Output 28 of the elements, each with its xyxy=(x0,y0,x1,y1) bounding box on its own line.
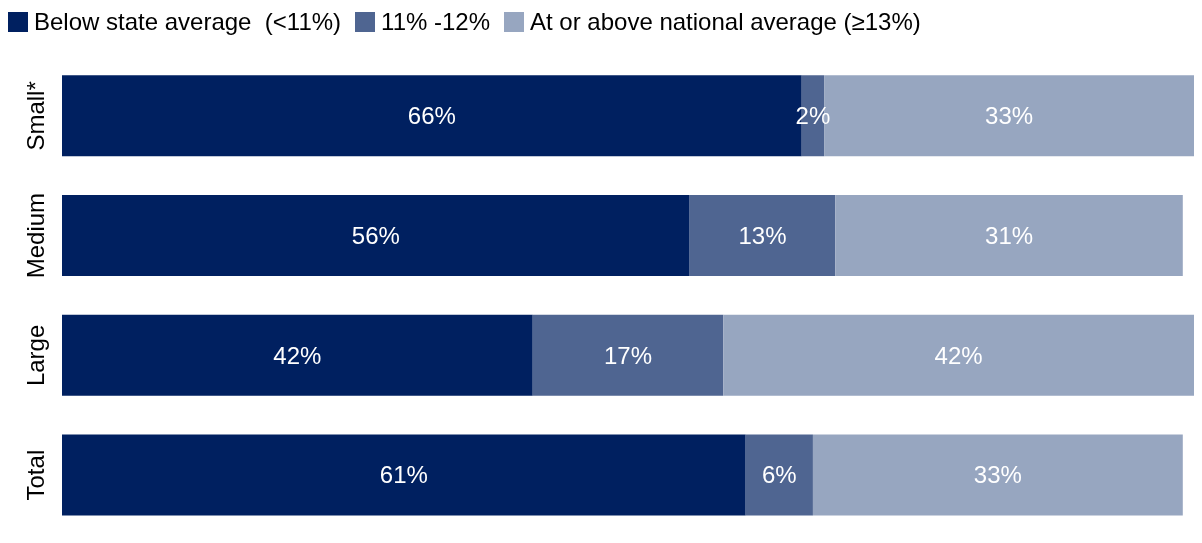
data-label: 33% xyxy=(973,461,1022,489)
data-label: 56% xyxy=(351,221,400,249)
y-tick-label: Total xyxy=(22,449,49,501)
bar xyxy=(689,194,836,276)
y-tick-label: Large xyxy=(22,324,49,387)
bar xyxy=(835,194,1183,276)
bar xyxy=(62,434,746,516)
bar xyxy=(745,434,813,516)
legend-label: 11% -12% xyxy=(381,8,491,36)
data-label: 42% xyxy=(273,341,322,369)
data-label: 61% xyxy=(379,461,428,489)
data-label: 2% xyxy=(795,102,831,130)
data-label: 17% xyxy=(603,341,653,369)
data-label: 33% xyxy=(985,102,1034,130)
data-label: 13% xyxy=(738,221,787,249)
bar xyxy=(62,194,690,276)
bar xyxy=(532,314,724,396)
data-label: 42% xyxy=(934,341,983,369)
data-label: 31% xyxy=(985,221,1034,249)
y-tick-label: Medium xyxy=(22,192,49,279)
legend-label: At or above national average (≥13%) xyxy=(530,8,921,36)
bar xyxy=(62,314,533,396)
y-tick-label: Small* xyxy=(22,81,49,151)
legend-label: Below state average (<11%) xyxy=(34,8,342,36)
data-label: 66% xyxy=(407,102,456,130)
bar xyxy=(812,434,1183,516)
data-label: 6% xyxy=(761,461,797,489)
bar xyxy=(723,314,1194,396)
